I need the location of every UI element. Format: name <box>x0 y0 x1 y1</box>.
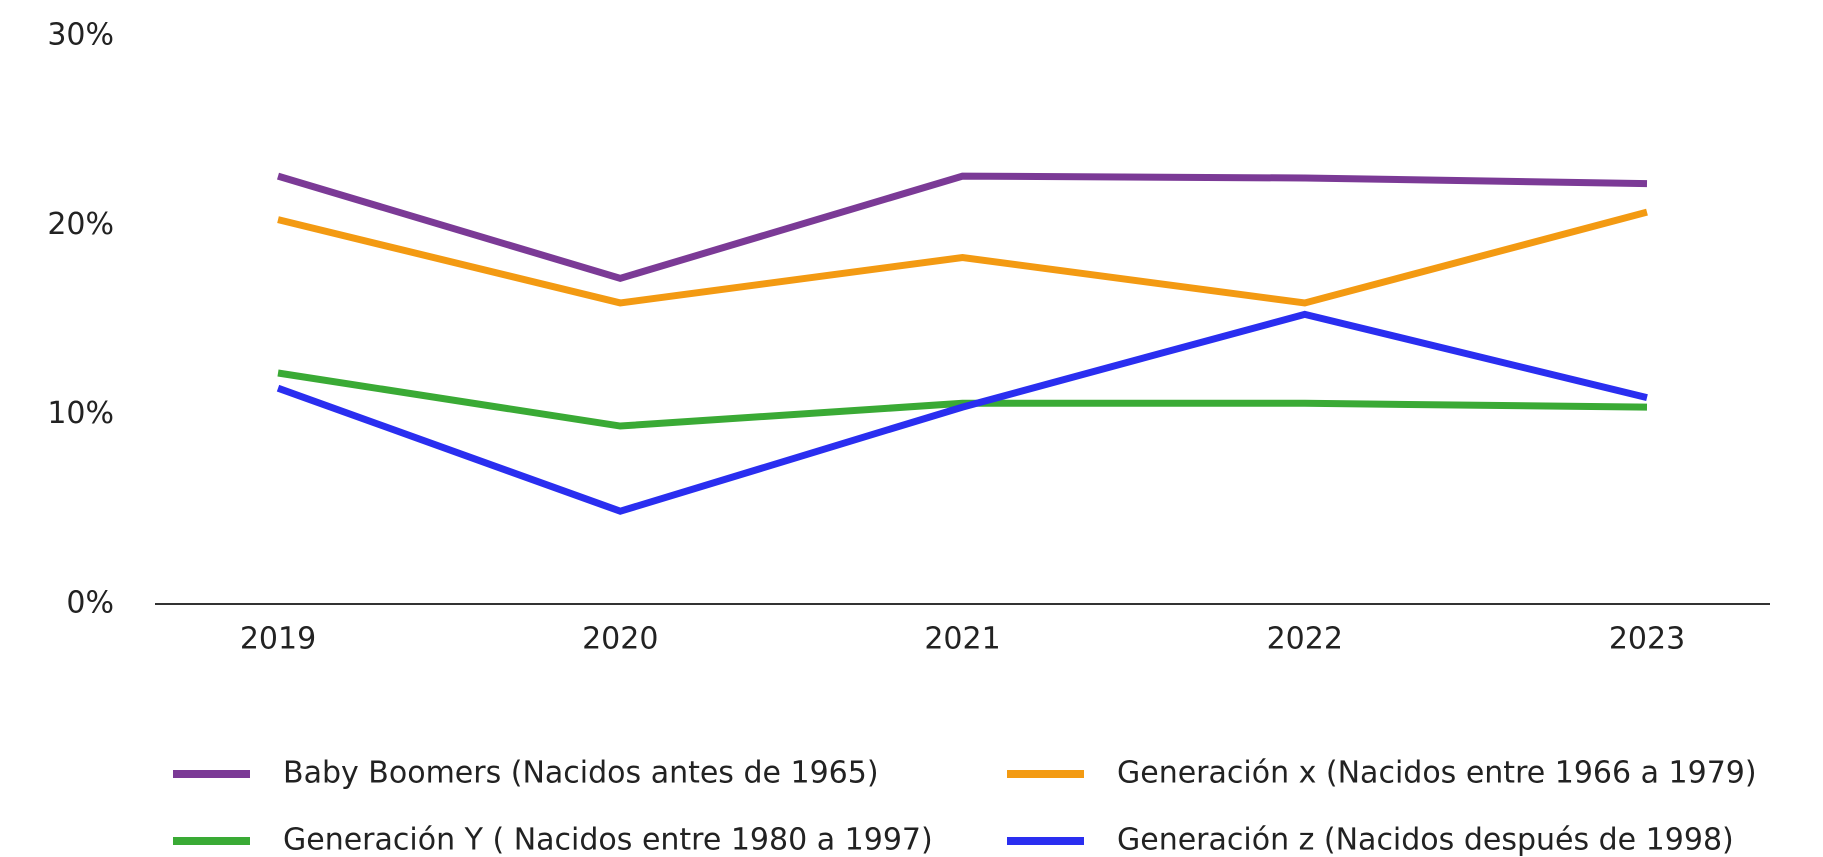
series-line <box>276 310 1648 515</box>
x-tick-label: 2022 <box>1267 622 1343 657</box>
series-line <box>276 172 1648 282</box>
y-tick-label: 10% <box>47 396 114 431</box>
x-tick-label: 2020 <box>582 622 658 657</box>
y-tick-label: 20% <box>47 207 114 242</box>
legend-label: Generación Y ( Nacidos entre 1980 a 1997… <box>283 823 933 857</box>
series-line <box>277 369 1648 430</box>
y-tick-label: 30% <box>47 18 114 53</box>
x-tick-label: 2021 <box>924 622 1000 657</box>
x-tick-label: 2023 <box>1609 622 1685 657</box>
y-tick-label: 0% <box>66 586 114 621</box>
x-tick-label: 2019 <box>240 622 316 657</box>
legend-label: Baby Boomers (Nacidos antes de 1965) <box>283 756 879 791</box>
legend-label: Generación z (Nacidos después de 1998) <box>1117 823 1734 857</box>
legend-label: Generación x (Nacidos entre 1966 a 1979) <box>1117 756 1757 791</box>
series-line <box>277 208 1648 307</box>
